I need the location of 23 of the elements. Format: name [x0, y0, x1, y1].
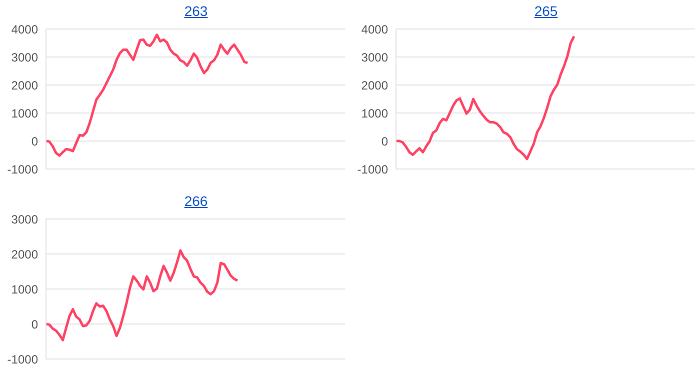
y-tick-label: 4000 — [361, 22, 388, 36]
y-tick-label: 0 — [31, 317, 38, 332]
y-tick-label: 2000 — [361, 78, 388, 92]
y-tick-label: 4000 — [11, 22, 38, 36]
line-series — [46, 34, 249, 157]
y-tick-label: -1000 — [357, 162, 388, 176]
y-tick-label: 2000 — [11, 78, 38, 92]
y-tick-label: 1000 — [361, 106, 388, 120]
y-tick-label: 2000 — [11, 247, 38, 262]
y-tick-label: 1000 — [11, 282, 38, 296]
chart-title: 263 — [184, 3, 208, 19]
y-tick-label: -1000 — [7, 162, 38, 176]
chart-title: 265 — [534, 3, 558, 19]
y-tick-label: 3000 — [11, 212, 38, 226]
chart-title: 266 — [184, 193, 208, 209]
y-tick-label: 0 — [381, 134, 388, 148]
y-tick-label: 3000 — [11, 50, 38, 64]
y-tick-label: 0 — [31, 134, 38, 148]
line-series — [46, 249, 239, 342]
y-tick-label: 3000 — [361, 50, 388, 64]
y-tick-label: 1000 — [11, 106, 38, 120]
y-tick-label: -1000 — [7, 352, 38, 366]
line-series — [396, 35, 576, 160]
